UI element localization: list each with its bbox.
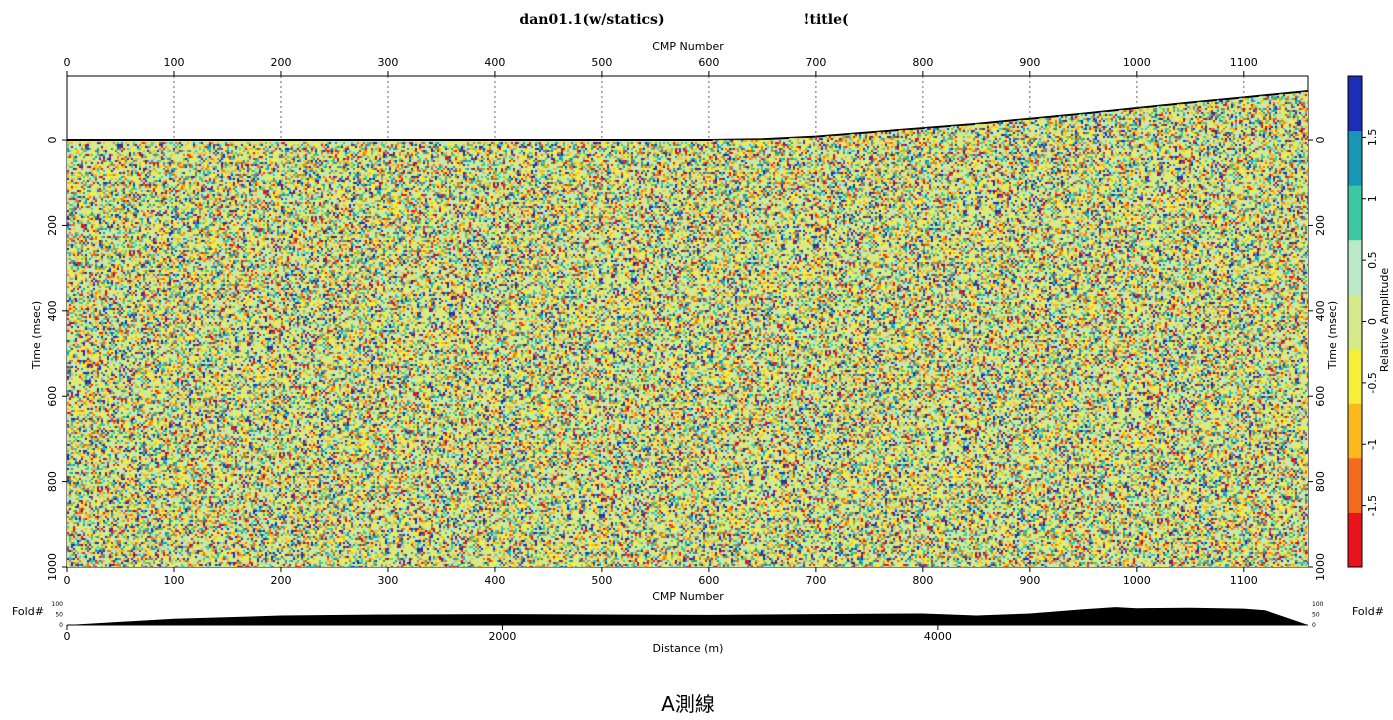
colorbar-tick-label-0.5: 0.5	[1366, 251, 1379, 269]
x-bottom-tick-label-600: 600	[698, 574, 719, 587]
colorbar: -1.5 -1 -0.5 0 0.5 1 1.5	[1347, 75, 1379, 568]
amplitude-noise-field	[67, 76, 1308, 567]
x-bottom-tick-label-1000: 1000	[1123, 574, 1151, 587]
y-left-tick-label-1000: 1000	[46, 553, 59, 581]
fold-left-tick-0: 0	[59, 622, 63, 629]
x-bottom-tick-label-1100: 1100	[1230, 574, 1258, 587]
x-top-tick-label-700: 700	[805, 56, 826, 69]
x-axis-top-label: CMP Number	[652, 40, 724, 53]
y-left-tick-label-600: 600	[46, 386, 59, 407]
y-left-tick-label-200: 200	[46, 215, 59, 236]
y-right-tick-label-0: 0	[1314, 137, 1327, 144]
y-right-tick-label-200: 200	[1314, 215, 1327, 236]
colorbar-tick-label-0: 0	[1366, 318, 1379, 325]
y-right-tick-label-800: 800	[1314, 471, 1327, 492]
y-left-tick-label-0: 0	[46, 137, 59, 144]
colorbar-tick-label-1: 1	[1366, 195, 1379, 202]
colorbar-segment-5	[1348, 239, 1362, 295]
y-left-tick-label-800: 800	[46, 471, 59, 492]
fold-left-tick-100: 100	[52, 601, 64, 608]
colorbar-segment-2	[1348, 403, 1362, 459]
x-bottom-tick-label-100: 100	[163, 574, 184, 587]
fold-left-tick-50: 50	[55, 612, 63, 619]
distance-axis-label: Distance (m)	[653, 642, 724, 655]
chart-title-left: dan01.1(w/statics)	[519, 12, 664, 28]
colorbar-segment-8	[1348, 76, 1362, 132]
y-right-tick-label-1000: 1000	[1314, 553, 1327, 581]
x-top-tick-label-1100: 1100	[1230, 56, 1258, 69]
x-top-tick-label-0: 0	[64, 56, 71, 69]
distance-tick-label-4000: 4000	[924, 630, 952, 643]
distance-tick-label-0: 0	[64, 630, 71, 643]
colorbar-tick-label--1: -1	[1366, 439, 1379, 450]
x-top-tick-label-600: 600	[698, 56, 719, 69]
colorbar-segment-3	[1348, 348, 1362, 404]
x-bottom-tick-label-800: 800	[912, 574, 933, 587]
colorbar-label: Relative Amplitude	[1378, 268, 1391, 372]
y-right-tick-label-600: 600	[1314, 386, 1327, 407]
x-bottom-tick-label-900: 900	[1019, 574, 1040, 587]
fold-right-tick-100: 100	[1312, 601, 1324, 608]
fold-right-tick-50: 50	[1312, 612, 1320, 619]
x-top-tick-label-1000: 1000	[1123, 56, 1151, 69]
x-top-tick-label-400: 400	[484, 56, 505, 69]
x-bottom-tick-label-700: 700	[805, 574, 826, 587]
y-axis-left-label: Time (msec)	[30, 301, 43, 370]
x-axis-bottom-label: CMP Number	[652, 590, 724, 603]
x-top-tick-label-200: 200	[270, 56, 291, 69]
colorbar-tick-label--1.5: -1.5	[1366, 495, 1379, 516]
colorbar-segment-0	[1348, 512, 1362, 568]
colorbar-segment-7	[1348, 130, 1362, 186]
fold-label-right: Fold#	[1352, 605, 1384, 618]
x-top-tick-label-800: 800	[912, 56, 933, 69]
x-top-tick-label-300: 300	[377, 56, 398, 69]
fold-area	[67, 607, 1308, 625]
y-right-tick-label-400: 400	[1314, 300, 1327, 321]
y-axis-right-label: Time (msec)	[1326, 301, 1339, 370]
x-top-tick-label-900: 900	[1019, 56, 1040, 69]
x-bottom-tick-label-300: 300	[377, 574, 398, 587]
colorbar-segment-6	[1348, 185, 1362, 241]
colorbar-segment-1	[1348, 457, 1362, 513]
colorbar-segment-4	[1348, 294, 1362, 350]
colorbar-tick-label-1.5: 1.5	[1366, 129, 1379, 147]
x-bottom-tick-label-200: 200	[270, 574, 291, 587]
distance-tick-label-2000: 2000	[488, 630, 516, 643]
colorbar-tick-label--0.5: -0.5	[1366, 372, 1379, 393]
x-bottom-tick-label-400: 400	[484, 574, 505, 587]
y-left-tick-label-400: 400	[46, 300, 59, 321]
fold-label-left: Fold#	[12, 605, 44, 618]
chart-title-right: !title(	[803, 12, 848, 28]
x-top-tick-label-100: 100	[163, 56, 184, 69]
x-bottom-tick-label-0: 0	[64, 574, 71, 587]
x-bottom-tick-label-500: 500	[591, 574, 612, 587]
figure-caption: A測線	[661, 692, 715, 716]
x-top-tick-label-500: 500	[591, 56, 612, 69]
fold-right-tick-0: 0	[1312, 622, 1316, 629]
axes: 0 0 100 100 200 200 300 300 400 400 500 500 600 600 70…	[46, 56, 1327, 587]
